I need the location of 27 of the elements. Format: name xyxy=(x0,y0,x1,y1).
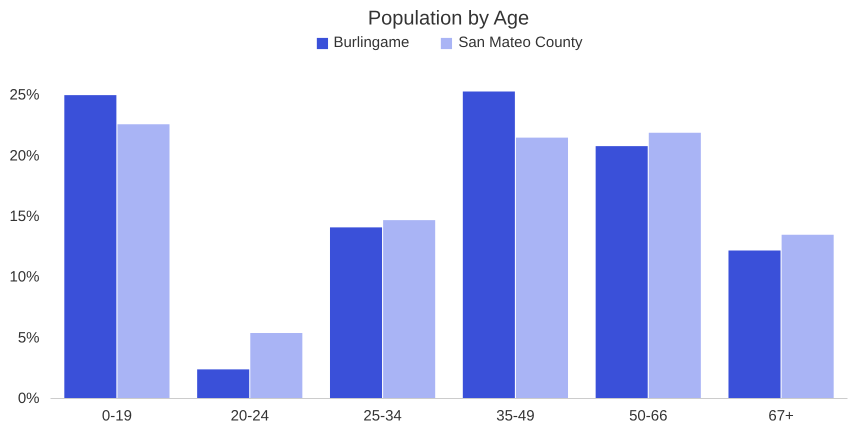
bar xyxy=(728,250,781,398)
y-tick-label: 25% xyxy=(9,86,40,104)
y-tick-label: 15% xyxy=(9,208,40,225)
x-tick-label: 20-24 xyxy=(230,408,269,423)
bar xyxy=(197,369,250,398)
x-tick-label: 35-49 xyxy=(496,408,535,423)
legend-label: Burlingame xyxy=(333,34,410,51)
bar xyxy=(782,234,834,398)
bar xyxy=(250,332,302,398)
x-tick-label: 25-34 xyxy=(363,408,402,423)
bar xyxy=(462,92,515,398)
x-tick-label: 67+ xyxy=(768,408,794,423)
bar xyxy=(596,146,648,398)
bar xyxy=(117,124,170,398)
bar xyxy=(648,132,701,398)
y-tick-label: 10% xyxy=(9,268,40,286)
chart-title: Population by Age xyxy=(368,8,530,30)
x-tick-label: 0-19 xyxy=(102,408,132,423)
y-tick-label: 0% xyxy=(18,390,40,407)
y-tick-label: 5% xyxy=(18,329,40,346)
bar xyxy=(64,95,116,398)
y-tick-label: 20% xyxy=(9,147,40,164)
bar xyxy=(383,220,436,398)
legend-label: San Mateo County xyxy=(458,34,583,51)
x-tick-label: 50-66 xyxy=(629,408,668,423)
bar xyxy=(330,227,382,398)
bar xyxy=(516,138,568,398)
